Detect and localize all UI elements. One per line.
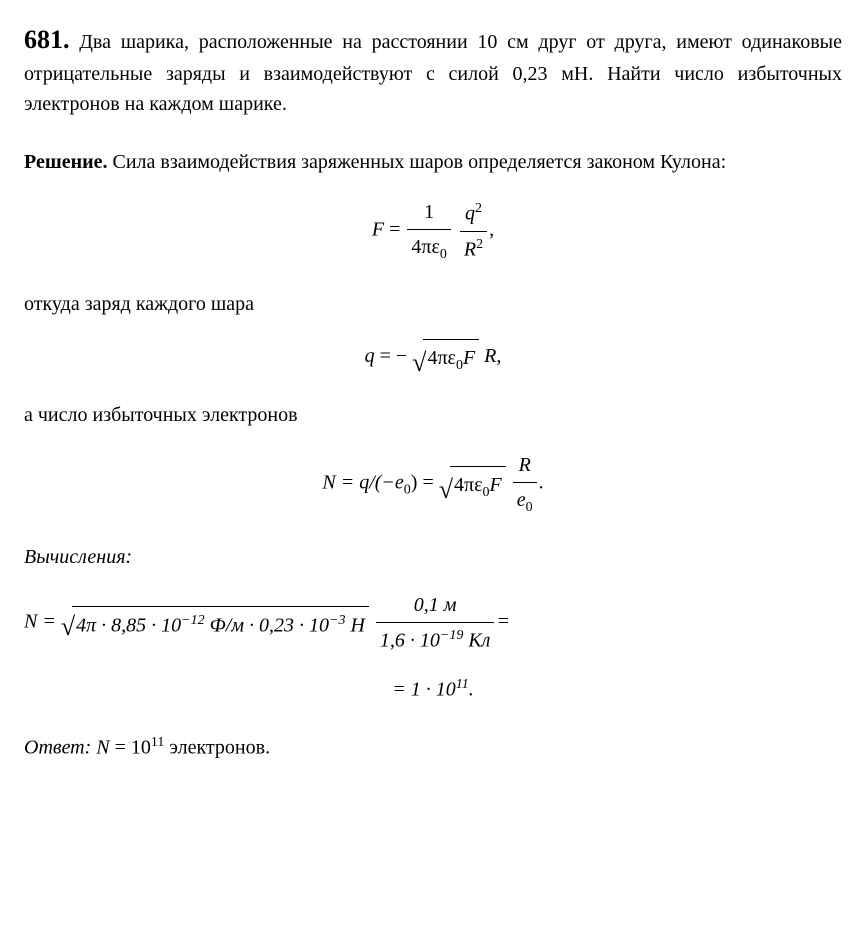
calc-fraction: 0,1 м 1,6 · 10−19 Кл [376,590,494,656]
calc-lhs: N [24,610,37,632]
formula2-eq: = − [380,345,408,367]
calc-rad-sup2: −3 [329,613,345,628]
frac2-den: R [464,238,476,260]
calc-result-a: = 1 · 10 [392,678,456,700]
calc-result-b: . [469,678,474,700]
solution-intro: Решение. Сила взаимодействия заряженных … [24,147,842,177]
solution-intro-text: Сила взаимодействия заряженных шаров опр… [113,151,727,173]
radicand3-sub: 0 [483,485,490,500]
formula-coulomb: F = 1 4πε0 q2 R2 , [24,197,842,265]
calc-line: N = √ 4π · 8,85 · 10−12 Ф/м · 0,23 · 10−… [24,590,842,656]
formula-charge: q = − √ 4πε0F R, [24,339,842,376]
radicand-sub: 0 [456,358,463,373]
formula2-after: R, [484,345,501,367]
formula3-eq1-close: ) = [411,472,434,494]
formula3-eq1-sub: 0 [404,483,411,498]
fraction-1: 1 4πε0 [407,197,451,265]
frac2-den-sup: 2 [476,237,483,252]
radicand3-b: F [490,474,502,496]
answer-var: N [96,737,109,759]
fraction-3: R e0 [513,450,537,518]
radicand-b: F [463,347,475,369]
frac3-den-sub: 0 [526,500,533,515]
frac-num: 1 [424,201,434,223]
answer-line: Ответ: N = 1011 электронов. [24,732,842,763]
frac3-num: R [519,454,531,476]
formula3-eq1: = q/(−e [341,472,404,494]
formula-lhs: F [372,219,384,241]
calc-rad-c: Н [345,614,364,636]
frac-den-sub: 0 [440,247,447,262]
calc-rad-a: 4π · 8,85 · 10 [76,614,181,636]
answer-sup: 11 [151,735,164,750]
formula2-lhs: q [365,345,375,367]
problem-number: 681. [24,25,70,54]
sqrt-calc: √ 4π · 8,85 · 10−12 Ф/м · 0,23 · 10−3 Н [61,606,369,641]
calc-eq: = [42,610,56,632]
answer-eq: = 10 [110,737,151,759]
sqrt-2: √ 4πε0F [439,466,506,503]
frac2-num-sup: 2 [475,201,482,216]
answer-label: Ответ: [24,737,91,759]
fraction-2: q2 R2 [460,198,487,264]
calc-rad-b: Ф/м · 0,23 · 10 [205,614,329,636]
frac-den-a: 4πε [411,236,440,258]
calc-heading: Вычисления: [24,542,842,572]
calc-result: = 1 · 1011. [24,674,842,705]
equals-sign: = [389,219,400,241]
calc-frac-den-b: Кл [463,630,490,652]
sqrt-1: √ 4πε0F [412,339,479,376]
solution-heading: Решение. [24,151,108,173]
calc-tail: = [496,610,510,632]
calc-frac-num: 0,1 м [376,590,494,623]
frac2-num: q [465,203,475,225]
formula-electrons: N = q/(−e0) = √ 4πε0F R e0 . [24,450,842,518]
formula-tail: , [489,219,494,241]
calc-frac-den-a: 1,6 · 10 [380,630,440,652]
problem-statement: 681. Два шарика, расположенные на рассто… [24,20,842,119]
solution-line-3: а число избыточных электронов [24,400,842,430]
frac3-den: e [517,489,526,511]
radicand-a: 4πε [427,347,456,369]
formula3-lhs: N [322,472,335,494]
answer-tail: электронов. [164,737,270,759]
formula3-tail: . [539,472,544,494]
calc-frac-den-sup: −19 [440,628,463,643]
calc-result-sup: 11 [456,677,469,692]
calc-rad-sup1: −12 [181,613,204,628]
solution-line-2: откуда заряд каждого шара [24,289,842,319]
problem-text: Два шарика, расположенные на расстоянии … [24,31,842,115]
radicand3-a: 4πε [454,474,483,496]
